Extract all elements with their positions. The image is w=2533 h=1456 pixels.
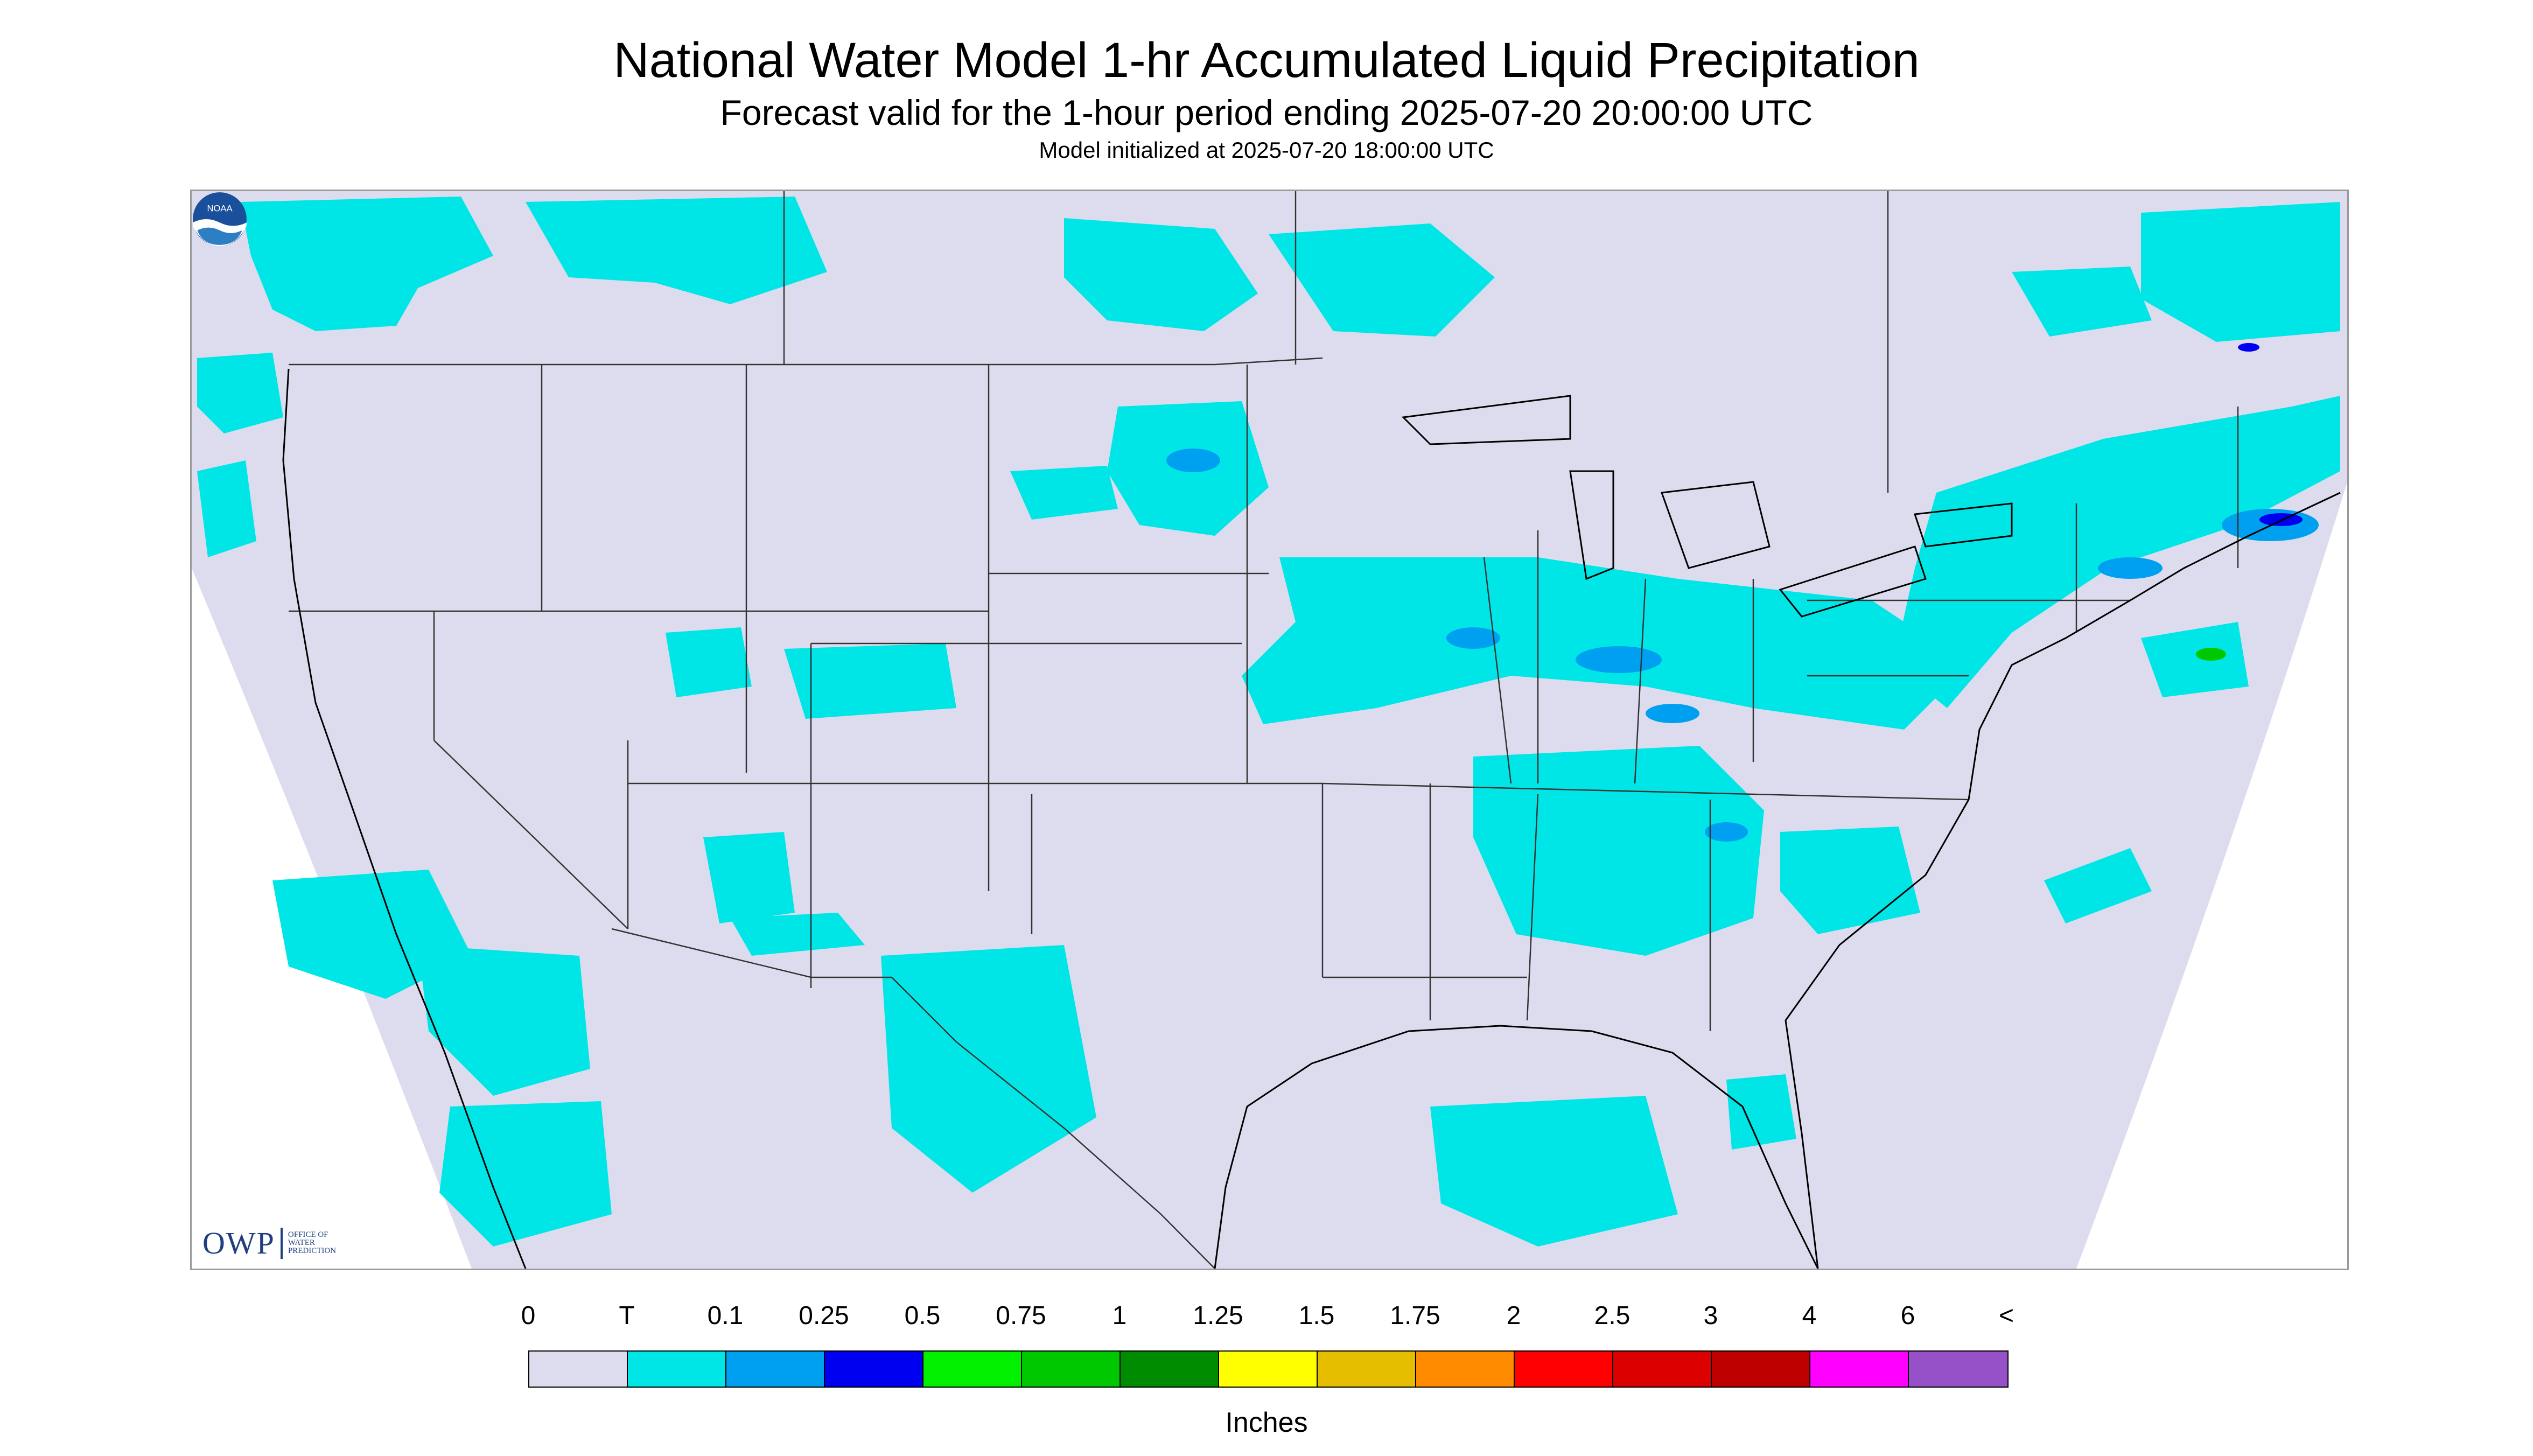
legend-tick-label: 0.75 [996,1301,1046,1330]
legend-color-cell [529,1352,628,1387]
legend-tick-label: 0.25 [799,1301,849,1330]
legend-tick-label: 1.75 [1390,1301,1440,1330]
legend-tick-label: 1.5 [1298,1301,1335,1330]
svg-text:NOAA: NOAA [207,203,233,213]
precip-areas [197,197,2340,1247]
owp-logo-subtext: OFFICE OF WATER PREDICTION [288,1230,337,1255]
legend-tick-label: 2.5 [1594,1301,1631,1330]
legend-tick-label: 0.5 [904,1301,941,1330]
legend-color-cell [1909,1352,2007,1387]
legend-unit-label: Inches [1225,1407,1308,1438]
map-canvas [192,191,2347,1269]
noaa-logo: NOAA [193,192,247,246]
legend-color-cell [1416,1352,1515,1387]
legend-tick-label: 0 [521,1301,536,1330]
precip-green [2196,648,2226,661]
legend-color-cell [726,1352,825,1387]
legend-color-cell [1121,1352,1219,1387]
legend-color-cell [628,1352,726,1387]
legend-tick-label: 2 [1506,1301,1521,1330]
legend-tick-label: 1 [1112,1301,1127,1330]
precipitation-map: OWP OFFICE OF WATER PREDICTION NOAA [190,190,2349,1270]
legend-tick-label: 1.25 [1193,1301,1243,1330]
legend-labels: 0 T 0.1 0.25 0.5 0.75 1 1.25 1.5 1.75 2 2.5 3 4 6 < [0,1303,2533,1335]
legend-colorbar [528,1350,2009,1388]
legend-color-cell [1712,1352,1810,1387]
model-init-text: Model initialized at 2025-07-20 18:00:00… [1039,137,1494,163]
legend-tick-label: T [619,1301,635,1330]
legend-color-cell [1613,1352,1712,1387]
map-domain [192,191,2347,1269]
legend-tick-label: 3 [1703,1301,1718,1330]
legend-color-cell [1219,1352,1318,1387]
legend-tick-label: 0.1 [707,1301,744,1330]
legend-color-cell [923,1352,1022,1387]
legend-tick-label: 4 [1802,1301,1817,1330]
legend-color-cell [1022,1352,1121,1387]
legend-color-cell [1515,1352,1613,1387]
forecast-valid-subtitle: Forecast valid for the 1-hour period end… [720,93,1813,132]
legend-tick-label: 6 [1900,1301,1915,1330]
legend-tick-label: < [1998,1301,2014,1330]
owp-logo-divider [280,1227,283,1259]
owp-logo: OWP OFFICE OF WATER PREDICTION [202,1225,336,1261]
legend-color-cell [1318,1352,1416,1387]
coastlines [282,368,2341,1269]
owp-logo-text: OWP [202,1226,275,1261]
map-title: National Water Model 1-hr Accumulated Li… [613,33,1920,88]
legend-color-cell [1810,1352,1909,1387]
legend-color-cell [825,1352,923,1387]
